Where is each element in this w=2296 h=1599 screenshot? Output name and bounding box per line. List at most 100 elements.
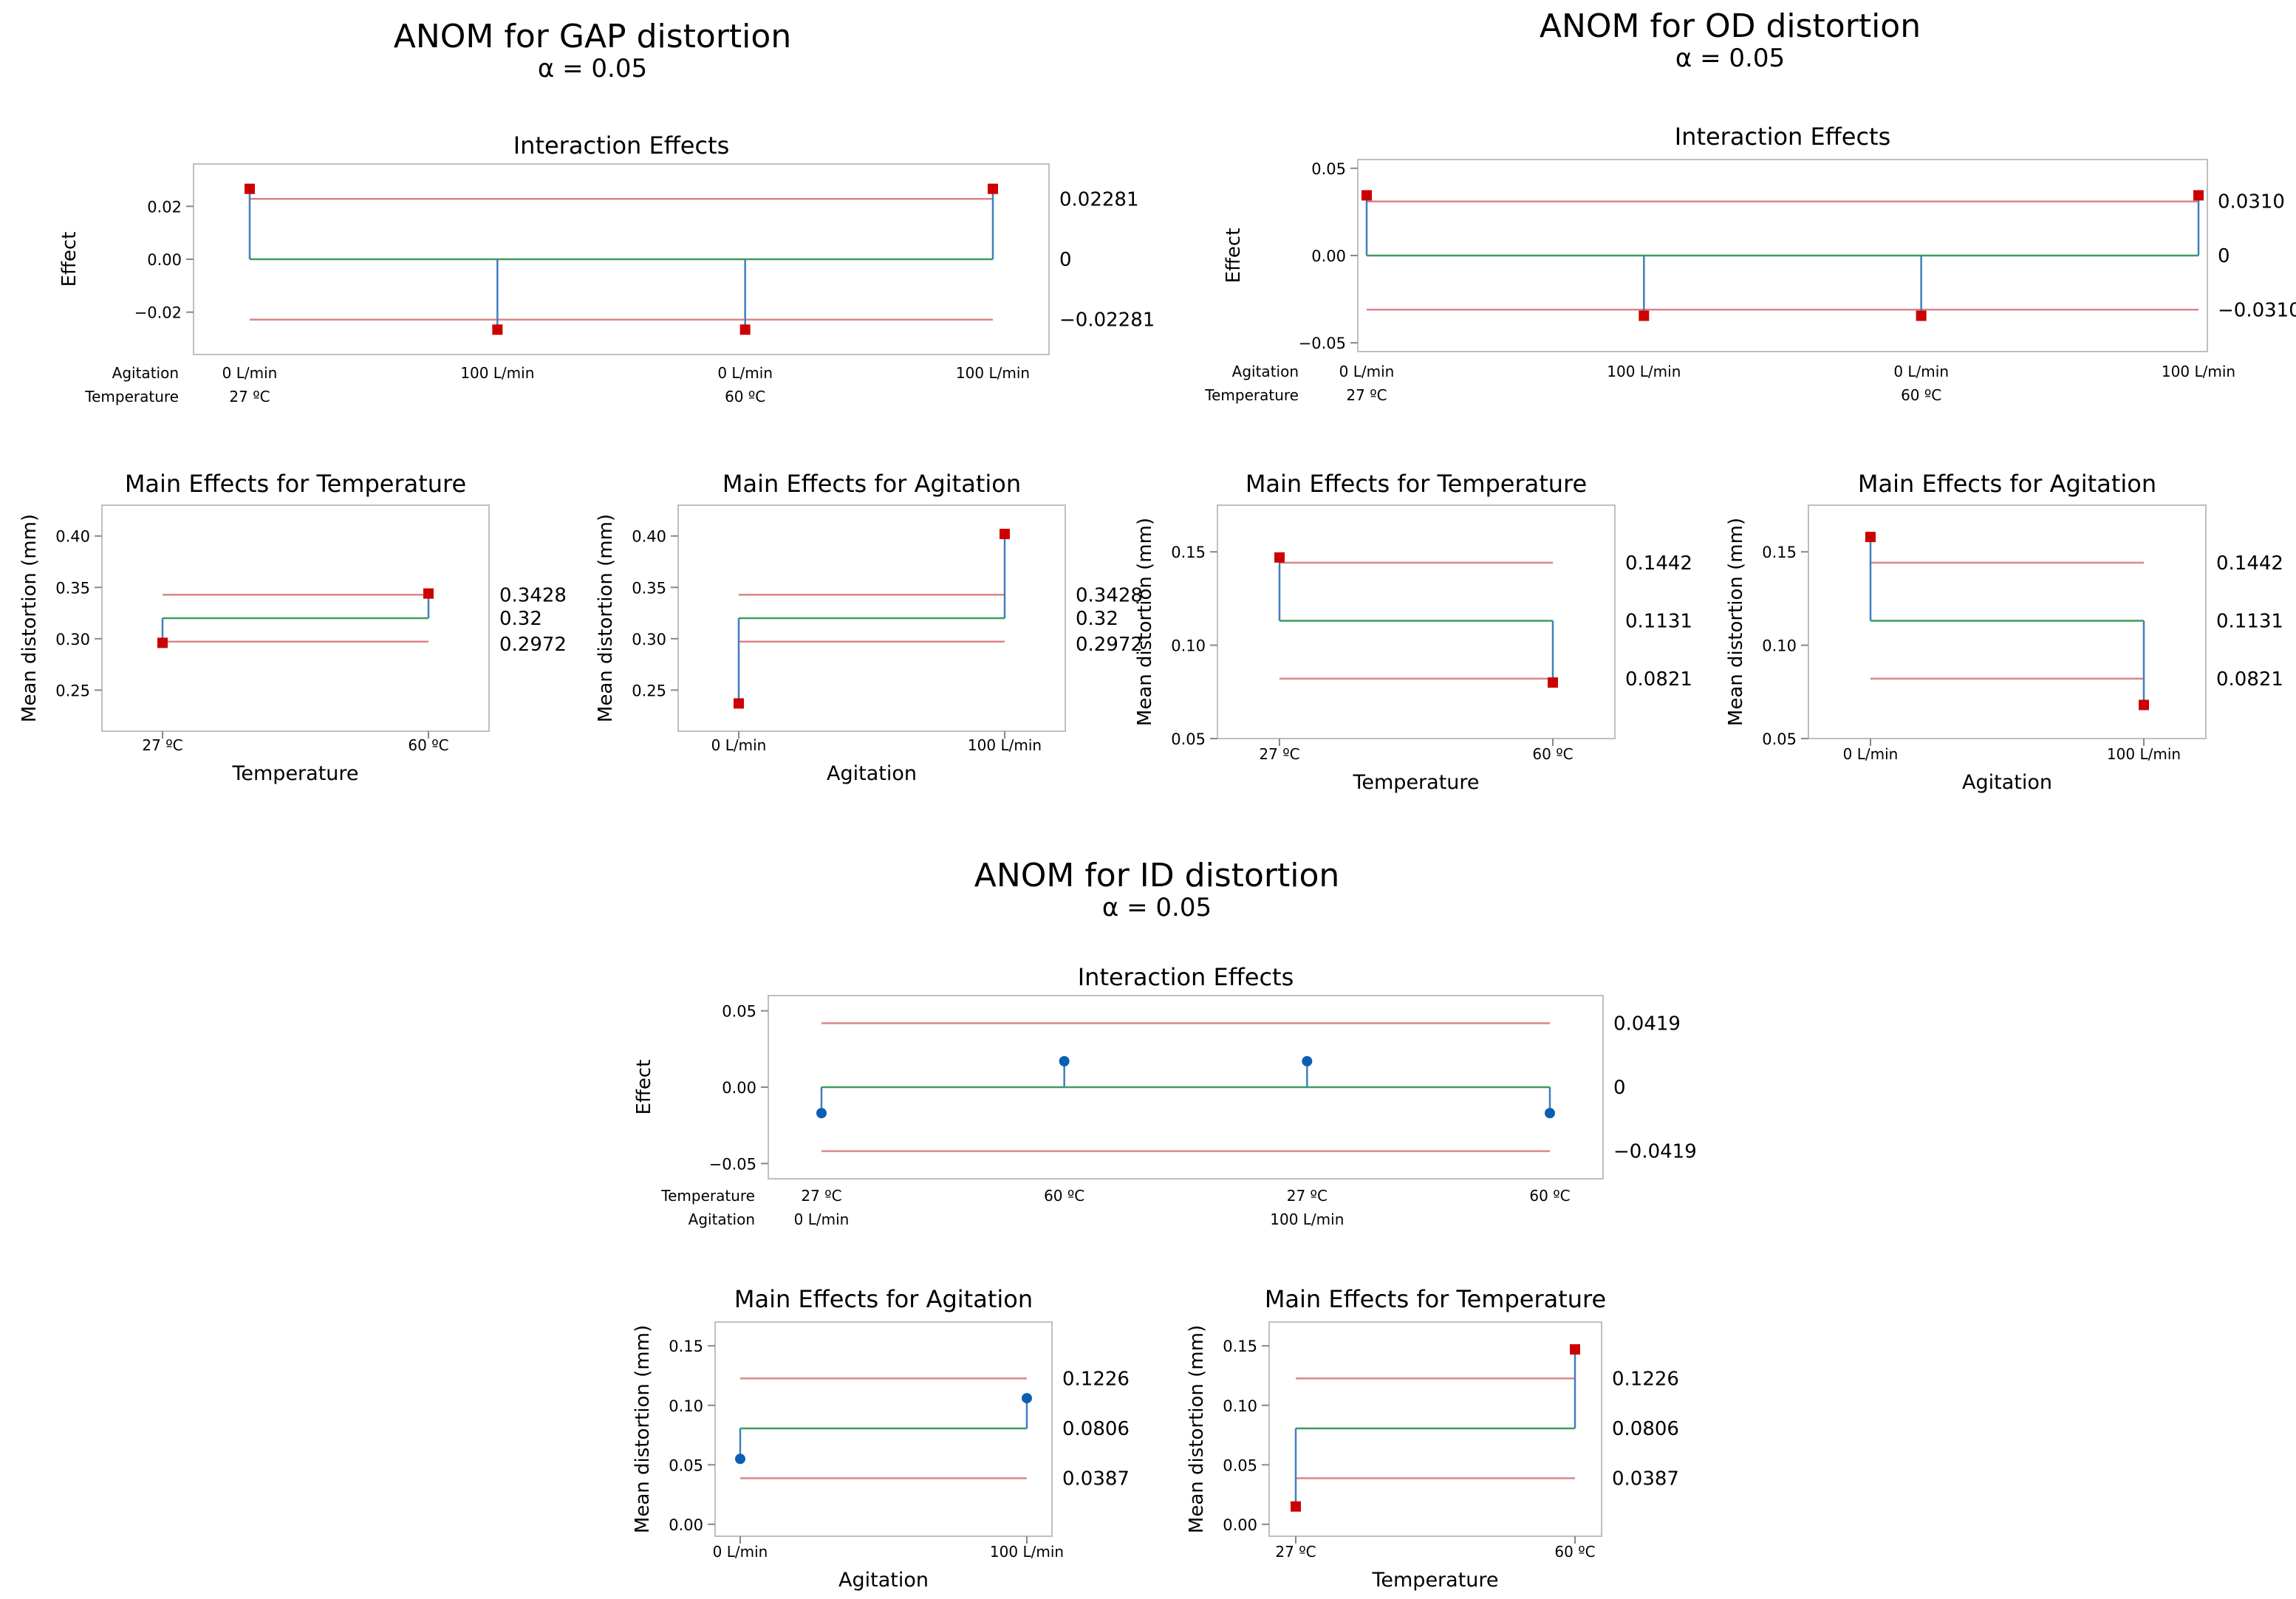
upper-limit-label: 0.1442: [1625, 552, 1692, 575]
y-tick-label: 0.00: [1223, 1516, 1257, 1534]
y-tick-label: 0.35: [55, 579, 90, 597]
upper-limit-label: 0.02281: [1059, 188, 1139, 210]
y-tick-label: 0.15: [1223, 1338, 1257, 1355]
x-tick-label: 0 L/min: [711, 736, 767, 754]
center-value-label: 0: [1059, 249, 1072, 271]
x-axis-label: Agitation: [1962, 771, 2052, 794]
data-point: [1570, 1344, 1580, 1355]
x-axis-label: Temperature: [231, 762, 358, 785]
data-point: [1274, 552, 1285, 563]
factor-row-name: Temperature: [1204, 386, 1299, 404]
x-tick-label: 100 L/min: [1607, 363, 1681, 380]
chart-title: Main Effects for Agitation: [1858, 470, 2156, 498]
data-point: [423, 588, 434, 599]
data-point: [1000, 528, 1010, 539]
y-axis-label: Mean distortion (mm): [1186, 1325, 1208, 1533]
data-point: [1916, 310, 1927, 321]
y-tick-label: −0.05: [1299, 335, 1346, 352]
x-tick-label: 60 ºC: [1532, 745, 1573, 763]
data-point: [1639, 310, 1650, 321]
center-value-label: 0.0806: [1612, 1418, 1679, 1440]
factor-row-name: Agitation: [112, 364, 179, 382]
plot-frame: [714, 1321, 1053, 1537]
chart-id-main-agitation: Main Effects for Agitation 0.00 0.05 0.10 0.…: [632, 1285, 1130, 1592]
x-tick-label: 27 ºC: [801, 1187, 841, 1205]
y-tick-label: 0.10: [669, 1397, 703, 1415]
data-point: [245, 183, 255, 194]
data-point: [988, 183, 998, 194]
x-tick-label: 60 ºC: [1044, 1187, 1084, 1205]
lower-limit-label: 0.0387: [1062, 1468, 1130, 1490]
x-tick-label: 0 L/min: [713, 1543, 768, 1561]
y-tick-label: 0.05: [1311, 160, 1346, 178]
group-title-gap: ANOM for GAP distortion: [394, 18, 791, 55]
chart-title: Interaction Effects: [1675, 123, 1891, 151]
x-tick-label: 60 ºC: [725, 388, 765, 405]
data-point: [1059, 1055, 1070, 1066]
y-tick-label: 0.05: [1171, 730, 1206, 748]
x-tick-label: 60 ºC: [1529, 1187, 1570, 1205]
lower-limit-label: −0.0419: [1613, 1141, 1697, 1163]
chart-gap-main-temperature: Main Effects for Temperature 0.25 0.30 0.35…: [18, 470, 567, 785]
lower-limit-label: 0.0387: [1612, 1468, 1679, 1490]
group-title-id: ANOM for ID distortion: [974, 857, 1340, 894]
lower-limit-label: 0.2972: [1076, 634, 1143, 656]
y-axis-label: Effect: [633, 1060, 655, 1115]
x-tick-label: 27 ºC: [1259, 745, 1299, 763]
chart-title: Interaction Effects: [1078, 963, 1294, 991]
chart-title: Main Effects for Temperature: [125, 470, 466, 498]
chart-title: Interaction Effects: [513, 131, 730, 160]
center-value-label: 0.32: [499, 608, 542, 630]
lower-limit-label: 0.2972: [499, 634, 567, 656]
y-tick-label: 0.05: [722, 1003, 756, 1021]
y-axis-label: Mean distortion (mm): [18, 514, 41, 722]
upper-limit-label: 0.0310: [2218, 191, 2285, 213]
center-value-label: 0.32: [1076, 608, 1118, 630]
chart-od-main-temperature: Main Effects for Temperature 0.05 0.10 0.15…: [1134, 470, 1692, 794]
data-point: [739, 324, 751, 335]
lower-limit-label: 0.0821: [1625, 668, 1692, 691]
chart-od-main-agitation: Main Effects for Agitation 0.05 0.10 0.15 Me…: [1725, 470, 2283, 794]
data-point: [1548, 677, 1558, 688]
x-tick-label: 27 ºC: [1287, 1187, 1328, 1205]
x-tick-label: 60 ºC: [1554, 1543, 1595, 1561]
y-tick-label: 0.00: [1311, 247, 1346, 265]
y-tick-label: 0.00: [722, 1079, 756, 1097]
data-point: [1545, 1108, 1555, 1119]
y-tick-label: −0.02: [134, 304, 182, 322]
group-title-od: ANOM for OD distortion: [1540, 7, 1921, 45]
x-tick-label: 27 ºC: [142, 736, 182, 754]
data-point: [157, 637, 168, 648]
y-tick-label: 0.05: [1762, 730, 1797, 748]
center-value-label: 0: [2218, 245, 2230, 267]
lower-limit-label: −0.0310: [2218, 299, 2296, 321]
plot-frame: [1217, 504, 1616, 739]
x-tick-label: 100 L/min: [2107, 745, 2181, 763]
y-axis-label: Mean distortion (mm): [1725, 518, 1747, 726]
x-tick-label: 60 ºC: [1901, 386, 1941, 404]
x-axis-label: Temperature: [1352, 771, 1479, 794]
data-point: [1865, 531, 1876, 542]
group-subtitle-id: α = 0.05: [1102, 893, 1212, 922]
chart-gap-interaction: Interaction Effects −0.02 0.00 0.02 Effect 0.…: [58, 131, 1155, 405]
y-tick-label: 0.00: [147, 251, 182, 269]
y-tick-label: 0.00: [669, 1516, 703, 1534]
x-tick-label: 100 L/min: [460, 364, 534, 382]
x-tick-label: 0 L/min: [1339, 363, 1395, 380]
chart-title: Main Effects for Temperature: [1246, 470, 1587, 498]
plot-frame: [1268, 1321, 1602, 1537]
plot-frame: [1808, 504, 2207, 739]
chart-title: Main Effects for Agitation: [734, 1285, 1033, 1313]
data-point: [735, 1454, 745, 1465]
x-tick-label: 27 ºC: [1346, 386, 1387, 404]
x-tick-label: 60 ºC: [408, 736, 448, 754]
chart-title: Main Effects for Temperature: [1265, 1285, 1606, 1313]
data-point: [2139, 699, 2149, 711]
data-point: [1022, 1393, 1032, 1404]
lower-limit-label: 0.0821: [2216, 668, 2283, 691]
y-axis-label: Effect: [58, 232, 81, 287]
x-tick-label: 0 L/min: [222, 364, 278, 382]
chart-gap-main-agitation: Main Effects for Agitation 0.25 0.30 0.35 0.…: [595, 470, 1143, 785]
x-tick-label: 27 ºC: [1275, 1543, 1316, 1561]
upper-limit-label: 0.1226: [1062, 1368, 1130, 1390]
